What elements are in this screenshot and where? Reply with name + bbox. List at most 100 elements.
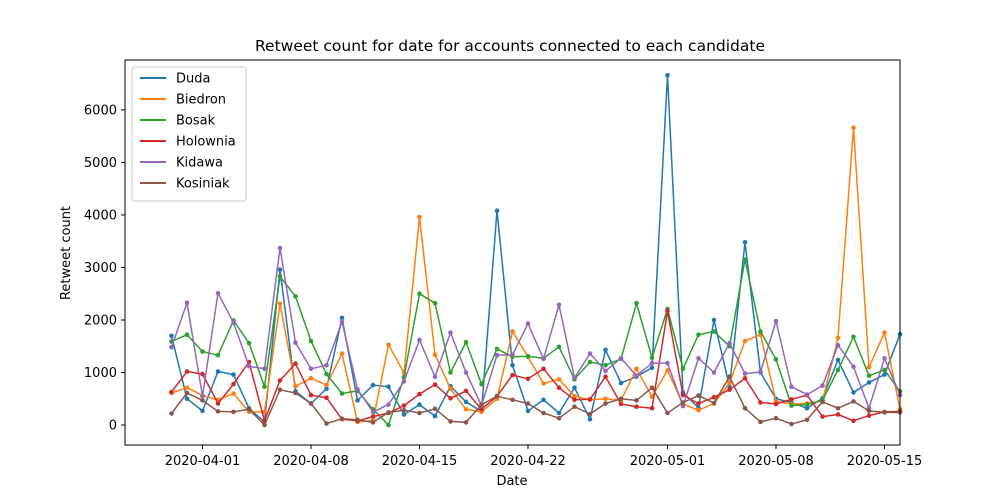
data-point — [649, 385, 655, 391]
data-point — [417, 402, 422, 407]
data-point — [231, 409, 236, 415]
chart-title: Retweet count for date for accounts conn… — [255, 37, 765, 55]
data-point — [370, 409, 376, 415]
legend-label: Duda — [176, 72, 210, 87]
data-point — [355, 387, 360, 392]
data-point — [680, 403, 686, 409]
data-point — [556, 385, 562, 391]
data-point — [479, 381, 484, 387]
data-point — [231, 320, 236, 325]
data-point — [866, 413, 872, 418]
y-axis-label: Retweet count — [59, 206, 74, 300]
data-point — [262, 384, 267, 390]
data-point — [541, 397, 546, 403]
data-point — [882, 410, 887, 415]
data-point — [277, 274, 283, 279]
data-point — [308, 401, 314, 406]
data-point — [835, 405, 841, 411]
data-point — [324, 395, 329, 401]
data-point — [510, 372, 515, 378]
series-line-holownia — [170, 310, 901, 422]
data-point — [696, 401, 701, 406]
data-point — [820, 383, 825, 388]
data-point — [556, 415, 562, 421]
data-point — [293, 361, 298, 366]
legend-label: Bosak — [176, 114, 216, 129]
data-point — [463, 339, 469, 345]
data-point — [727, 340, 732, 346]
data-point — [401, 403, 407, 408]
data-point — [339, 315, 345, 321]
data-point — [215, 409, 221, 414]
series-line-kidawa — [170, 247, 901, 413]
data-point — [463, 407, 469, 412]
data-point — [618, 380, 624, 386]
y-tick-label: 1000 — [84, 366, 117, 381]
data-point — [510, 329, 515, 334]
data-point — [324, 362, 329, 368]
legend-item: Biedron — [140, 93, 226, 108]
data-point — [386, 410, 391, 415]
data-point — [742, 257, 748, 262]
data-point — [882, 367, 887, 373]
data-point — [634, 373, 639, 379]
data-point — [541, 381, 546, 386]
data-point — [742, 338, 748, 344]
x-tick-label: 2020-04-15 — [382, 454, 458, 469]
data-point — [463, 420, 469, 425]
data-point — [742, 371, 748, 376]
data-point — [525, 353, 531, 359]
data-point — [665, 360, 670, 366]
data-point — [417, 337, 422, 343]
data-point — [835, 335, 841, 341]
data-point — [665, 368, 670, 373]
data-point — [293, 294, 298, 299]
data-point — [510, 362, 515, 368]
data-point — [603, 347, 608, 353]
data-point — [200, 398, 205, 403]
y-tick-label: 6000 — [84, 103, 117, 118]
data-point — [680, 392, 686, 398]
data-point — [277, 301, 283, 307]
data-point — [277, 387, 283, 393]
data-point — [603, 368, 608, 374]
data-point — [727, 387, 732, 393]
data-point — [835, 367, 841, 373]
data-point — [215, 290, 221, 296]
data-point — [386, 342, 391, 348]
data-point — [758, 419, 763, 425]
data-point — [479, 402, 484, 407]
data-point — [231, 372, 236, 377]
data-point — [711, 400, 717, 406]
data-point — [634, 404, 639, 410]
y-tick-label: 5000 — [84, 156, 117, 171]
data-point — [339, 319, 345, 324]
data-point — [835, 342, 841, 348]
data-point — [200, 371, 205, 377]
data-point — [572, 393, 577, 399]
x-tick-label: 2020-04-22 — [490, 454, 566, 469]
legend-item: Kidawa — [140, 156, 223, 171]
series-kidawa — [169, 245, 903, 415]
data-point — [417, 410, 422, 416]
data-point — [773, 415, 779, 421]
data-point — [618, 356, 624, 361]
legend-label: Biedron — [176, 93, 226, 108]
data-point — [711, 329, 717, 334]
data-point — [727, 374, 732, 380]
data-point — [556, 344, 562, 350]
data-point — [773, 318, 779, 324]
data-point — [851, 390, 856, 395]
data-point — [556, 377, 562, 382]
data-point — [200, 349, 205, 354]
data-point — [324, 382, 329, 388]
data-point — [417, 214, 422, 220]
data-point — [758, 400, 763, 405]
data-point — [386, 422, 391, 428]
y-tick-label: 2000 — [84, 313, 117, 328]
data-point — [463, 399, 469, 405]
data-point — [184, 332, 190, 338]
data-point — [246, 340, 252, 346]
data-point — [665, 72, 670, 78]
data-point — [587, 351, 593, 356]
